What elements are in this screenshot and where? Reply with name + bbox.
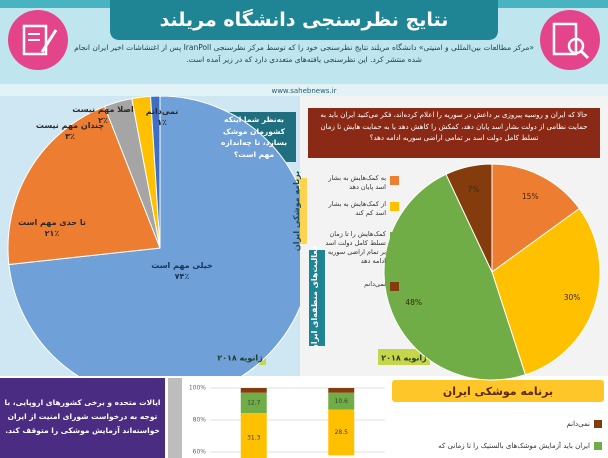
legend-label: از کمک‌هایش به بشار اسد کم کند xyxy=(328,200,386,217)
icon-pen xyxy=(40,29,58,53)
note: ایالات متحده و برخی کشورهای اروپایی، با … xyxy=(4,398,161,435)
question: به‌نظر شما اینکه کشورمان موشک بسازد، تا … xyxy=(220,115,288,159)
pie-left: خیلی مهم است ۷۴٪ تا حدی مهم است ۲۱٪ چندان مه… xyxy=(7,96,300,376)
bar-value: 10.6 xyxy=(335,398,349,405)
bar-segment xyxy=(328,392,355,410)
icon-lens xyxy=(567,37,585,55)
legend-label: کمک‌هایش را تا زمان تسلط کامل دولت اسد ب… xyxy=(325,230,386,265)
pie-slice xyxy=(383,173,527,381)
slice-value: 30% xyxy=(564,293,581,302)
pie-slice xyxy=(7,105,161,266)
slice-value: 15% xyxy=(522,192,539,201)
title: نتایج نظرسنجی دانشگاه مریلند xyxy=(159,9,449,31)
slice-category: خیلی مهم است xyxy=(151,261,213,270)
legend-swatch xyxy=(390,202,399,211)
bar-segment xyxy=(240,413,267,458)
date-box xyxy=(378,349,430,365)
legend-label: نمی‌دانم xyxy=(364,280,386,288)
date: ژانویه ۲۰۱۸ xyxy=(381,354,427,363)
slice-category: تا حدی مهم است xyxy=(18,218,86,227)
divider xyxy=(168,378,182,458)
y-tick-label: 80% xyxy=(193,417,207,424)
bar-title: برنامه موشکی ایران xyxy=(443,385,553,398)
pie-slice xyxy=(8,96,300,376)
legend-swatch xyxy=(594,442,602,450)
bar-segment xyxy=(328,409,355,456)
slice-category: چندان مهم نیست xyxy=(36,121,104,130)
slice-value: ۲۱٪ xyxy=(45,229,60,238)
stacked-bar: 12.7 31.3 10.6 28.5 xyxy=(210,387,385,458)
section-tab xyxy=(309,250,325,346)
section-label: برنامه موشکی ایران xyxy=(292,171,301,251)
question-box xyxy=(308,108,600,158)
bar-segment xyxy=(240,388,267,393)
pie-slice xyxy=(491,207,601,376)
legend-label: به کمک‌هایش به بشار اسد پایان دهد xyxy=(328,174,386,191)
icon-paper xyxy=(22,24,48,56)
slice-value: 48% xyxy=(405,298,422,307)
bar-segment xyxy=(328,388,355,393)
pie-slice xyxy=(491,163,581,273)
slice-value: ۷۴٪ xyxy=(175,272,190,281)
title-banner xyxy=(110,0,498,40)
slice-value: 7% xyxy=(468,185,480,194)
slice-value: ۲٪ xyxy=(98,116,108,125)
date: ژانویه ۲۰۱۸ xyxy=(217,354,263,363)
y-tick-label: 60% xyxy=(193,449,207,456)
slice-value: ۳٪ xyxy=(65,132,75,141)
note-box xyxy=(0,378,165,458)
labels: برنامه موشکی ایران فعالیت‌های منطقه‌ای ا… xyxy=(217,87,553,398)
y-tick-label: 100% xyxy=(189,385,206,392)
section-label: فعالیت‌های منطقه‌ای ایران xyxy=(310,245,319,351)
question: حالا که ایران و روسیه پیروزی بر داعش در … xyxy=(320,111,588,142)
bar-value: 12.7 xyxy=(247,399,261,406)
slice-category: نمی‌دانم xyxy=(146,107,179,116)
legend-swatch xyxy=(390,176,399,185)
legend-swatch xyxy=(390,232,399,241)
slice-value: ۱٪ xyxy=(157,118,167,127)
icon-right xyxy=(540,10,600,70)
legend-label: نمی‌دانم xyxy=(567,420,591,428)
intro: «مرکز مطالعات بین‌المللی و امنیتی» دانشگ… xyxy=(74,43,534,64)
slice-category: اصلا مهم نیست xyxy=(72,105,134,114)
bar-value: 28.5 xyxy=(335,429,349,436)
legend-label: ایران باید آزمایش موشک‌های بالستیک را تا… xyxy=(438,441,590,450)
icon-handle xyxy=(579,49,590,60)
url: www.sahebnews.ir xyxy=(271,87,336,95)
legend-swatch xyxy=(390,282,399,291)
legend-swatch xyxy=(594,420,602,428)
pie-slice xyxy=(150,96,161,249)
pie-right: 15% 30% 48% 7% xyxy=(383,163,601,381)
url-band xyxy=(0,84,608,96)
bar-title-box xyxy=(392,380,604,402)
pie-slice xyxy=(445,163,493,273)
bar-segment xyxy=(240,392,267,414)
bar-value: 31.3 xyxy=(247,435,261,442)
